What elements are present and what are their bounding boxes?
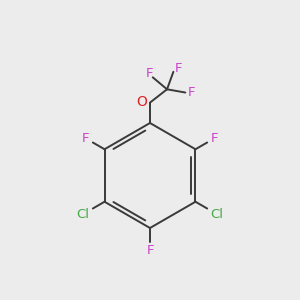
Text: F: F <box>81 131 89 145</box>
Text: F: F <box>188 86 196 99</box>
Text: F: F <box>175 62 182 75</box>
Text: F: F <box>146 67 154 80</box>
Text: Cl: Cl <box>211 208 224 221</box>
Text: Cl: Cl <box>76 208 89 221</box>
Text: O: O <box>136 95 147 109</box>
Text: F: F <box>146 244 154 257</box>
Text: F: F <box>211 131 219 145</box>
